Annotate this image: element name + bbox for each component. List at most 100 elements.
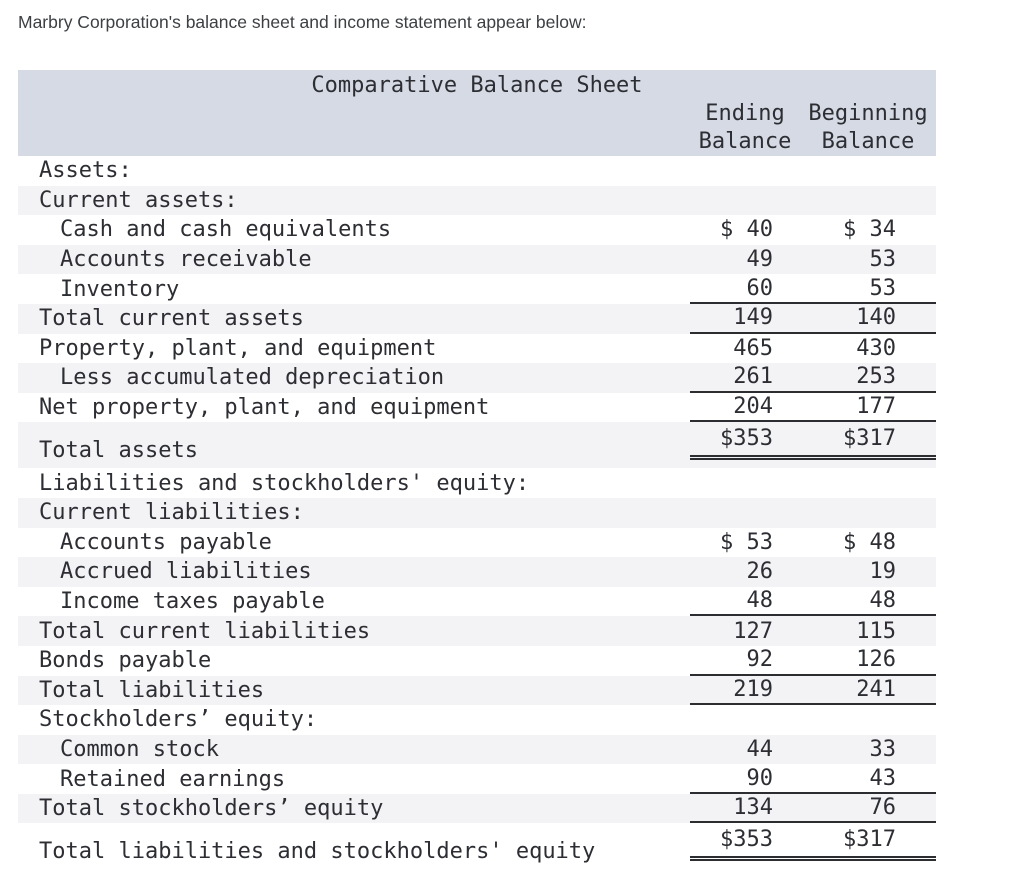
beginning-balance-value: 126 [856,647,896,673]
row-label: Total current liabilities [39,618,371,644]
column-headers-line-1: Ending Beginning [18,100,936,128]
beginning-balance-value: 76 [869,795,897,821]
table-row: Current assets: [18,185,936,216]
row-label: Cash and cash equivalents [60,217,392,243]
beginning-balance-value: 19 [869,559,897,585]
beginning-balance-value: 53 [869,275,897,301]
beginning-balance-value: $ 48 [843,529,896,555]
balance-sheet-table: Comparative Balance Sheet Ending Beginni… [18,70,936,869]
row-label: Current assets: [39,187,238,213]
row-label: Liabilities and stockholders' equity: [39,470,530,496]
beginning-balance-header-line2: Balance [821,129,915,154]
row-label: Property, plant, and equipment [39,335,437,361]
row-label: Retained earnings [60,766,286,792]
table-row: Total current liabilities 127 115 [18,616,936,646]
table-row: Accrued liabilities 26 19 [18,557,936,587]
ending-balance-value: 127 [733,618,773,644]
row-values [690,468,936,498]
row-values: $353 $317 [690,422,936,461]
ending-balance-header-line2: Balance [698,129,792,154]
row-label: Total liabilities [39,677,265,703]
table-row: Assets: [18,156,936,186]
ending-balance-value: 44 [746,736,774,762]
table-row: Total stockholders’ equity 134 76 [18,793,936,824]
row-values: 149 140 [690,304,936,334]
ending-balance-value: 49 [746,247,774,273]
table-row: Current liabilities: [18,497,936,528]
ending-balance-header-line1: Ending [705,101,785,126]
table-header: Comparative Balance Sheet Ending Beginni… [18,70,936,156]
beginning-balance-value: $317 [843,426,896,452]
row-values: $ 40 $ 34 [690,215,936,245]
beginning-balance-value: 115 [856,618,896,644]
row-label: Total assets [39,438,198,464]
row-values: 204 177 [690,393,936,423]
row-label: Total stockholders’ equity [39,796,384,822]
ending-balance-value: 60 [746,275,774,301]
row-label: Net property, plant, and equipment [39,395,490,421]
row-label: Income taxes payable [60,589,325,615]
row-label: Inventory [60,276,180,302]
table-row: Accounts receivable 49 53 [18,244,936,275]
column-headers-line-2: Balance Balance [18,128,936,156]
ending-balance-value: 465 [733,335,773,361]
beginning-balance-value: 43 [869,765,897,791]
row-values [690,186,936,216]
beginning-balance-value: 241 [856,676,896,702]
row-values: 26 19 [690,557,936,587]
table-row: Total liabilities 219 241 [18,675,936,706]
table-row: Inventory 60 53 [18,274,936,304]
beginning-balance-value: 33 [869,736,897,762]
ending-balance-value: $ 53 [720,529,773,555]
ending-balance-value: 261 [733,364,773,390]
ending-balance-value: 26 [746,559,774,585]
beginning-balance-value: 140 [856,305,896,331]
row-values: 465 430 [690,334,936,364]
table-row: Total current assets 149 140 [18,303,936,334]
row-label: Common stock [60,736,219,762]
ending-balance-value: 149 [733,305,773,331]
row-label: Current liabilities: [39,500,304,526]
row-values: $353 $317 [690,823,936,862]
beginning-balance-header-line1: Beginning [808,101,928,126]
row-values: 60 53 [690,274,936,304]
table-row: Stockholders’ equity: [18,705,936,735]
ending-balance-value: 204 [733,394,773,420]
beginning-balance-value: 430 [856,335,896,361]
table-body: Assets: Current assets: Cash and cash equi… [18,156,936,869]
table-row: Bonds payable 92 126 [18,646,936,676]
ending-balance-value: 219 [733,676,773,702]
row-label: Accounts payable [60,529,272,555]
ending-balance-value: $ 40 [720,217,773,243]
row-label: Less accumulated depreciation [60,365,445,391]
table-title: Comparative Balance Sheet [311,73,643,98]
table-row: Common stock 44 33 [18,734,936,765]
table-row: Total assets $353 $317 [18,422,936,469]
beginning-balance-value: 253 [856,364,896,390]
table-row: Total liabilities and stockholders' equi… [18,823,936,869]
ending-balance-value: 134 [733,795,773,821]
row-values: 49 53 [690,245,936,275]
table-row: Property, plant, and equipment 465 430 [18,334,936,364]
row-values: 134 76 [690,794,936,824]
beginning-balance-value: $ 34 [843,217,896,243]
row-label: Stockholders’ equity: [39,707,318,733]
ending-balance-value: $353 [720,426,773,452]
row-label: Bonds payable [39,648,212,674]
row-label: Assets: [39,158,132,184]
beginning-balance-value: 53 [869,247,897,273]
beginning-balance-value: $317 [843,827,896,853]
ending-balance-value: $353 [720,827,773,853]
beginning-balance-value: 48 [869,588,897,614]
row-values: 44 33 [690,735,936,765]
row-values: 48 48 [690,587,936,617]
row-values: $ 53 $ 48 [690,528,936,558]
intro-text: Marbry Corporation's balance sheet and i… [18,12,587,32]
table-row: Cash and cash equivalents $ 40 $ 34 [18,215,936,245]
ending-balance-value: 48 [746,588,774,614]
beginning-balance-value: 177 [856,394,896,420]
row-values: 92 126 [690,646,936,676]
table-row: Less accumulated depreciation 261 253 [18,363,936,393]
row-label: Accounts receivable [60,247,312,273]
row-values: 90 43 [690,764,936,794]
